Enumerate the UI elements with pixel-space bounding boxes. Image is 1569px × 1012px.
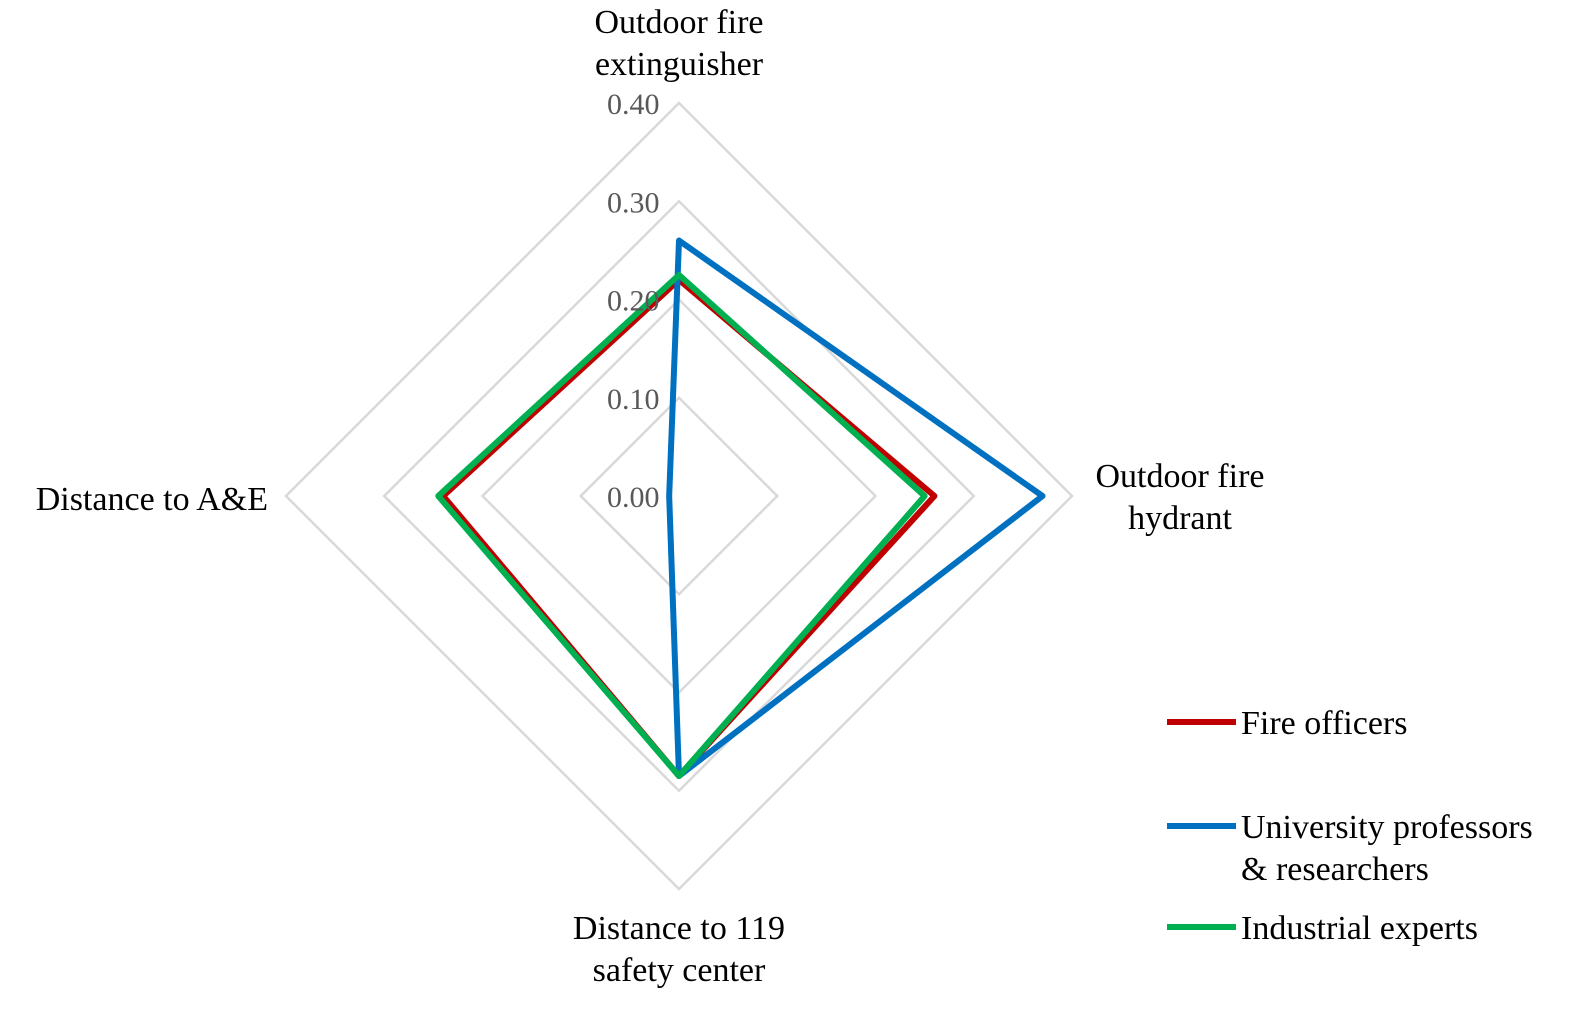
grid-ring-2 bbox=[480, 297, 878, 695]
category-label-line: Distance to 119 bbox=[573, 910, 785, 947]
category-label-outdoor-fire-extinguisher: Outdoor fire extinguisher bbox=[594, 4, 763, 83]
legend-label-line: Industrial experts bbox=[1241, 910, 1478, 947]
grid-ring-1 bbox=[578, 395, 780, 597]
tick-label-4: 0.40 bbox=[607, 88, 660, 121]
category-label-distance-to-a-e: Distance to A&E bbox=[36, 481, 268, 518]
tick-label-3: 0.30 bbox=[607, 186, 660, 219]
legend-item-industrial-experts: Industrial experts bbox=[1167, 910, 1478, 947]
legend: Fire officers University professors & rese… bbox=[1167, 705, 1533, 947]
legend-item-university-professors-researchers: University professors & researchers bbox=[1167, 809, 1533, 888]
tick-label-1: 0.10 bbox=[607, 383, 660, 416]
legend-label: University professors & researchers bbox=[1241, 809, 1533, 888]
series-lines bbox=[435, 237, 1046, 780]
legend-label-line: & researchers bbox=[1241, 851, 1429, 888]
legend-label: Fire officers bbox=[1241, 705, 1407, 742]
category-label-line: hydrant bbox=[1128, 500, 1232, 537]
category-label-line: Outdoor fire bbox=[1095, 458, 1264, 495]
category-label-distance-to-119-safety-center: Distance to 119 safety center bbox=[573, 910, 785, 989]
category-label-line: Outdoor fire bbox=[594, 4, 763, 41]
category-label-line: extinguisher bbox=[595, 46, 764, 83]
category-labels: Outdoor fire extinguisher Outdoor fire hydr… bbox=[36, 4, 1265, 989]
category-label-outdoor-fire-hydrant: Outdoor fire hydrant bbox=[1095, 458, 1264, 537]
tick-label-2: 0.20 bbox=[607, 285, 660, 318]
category-label-line: safety center bbox=[593, 952, 766, 989]
legend-label: Industrial experts bbox=[1241, 910, 1478, 947]
series-line-industrial-experts bbox=[435, 271, 928, 780]
grid bbox=[284, 101, 1074, 891]
axis-tick-labels: 0.00 0.10 0.20 0.30 0.40 bbox=[607, 88, 660, 514]
series-line-fire-officers bbox=[440, 276, 938, 780]
category-label-line: Distance to A&E bbox=[36, 481, 268, 518]
grid-ring-3 bbox=[382, 199, 976, 793]
legend-label-line: Fire officers bbox=[1241, 705, 1407, 742]
legend-label-line: University professors bbox=[1241, 809, 1533, 846]
legend-item-fire-officers: Fire officers bbox=[1167, 705, 1407, 742]
tick-label-0: 0.00 bbox=[607, 481, 660, 514]
grid-ring-4 bbox=[284, 101, 1074, 891]
